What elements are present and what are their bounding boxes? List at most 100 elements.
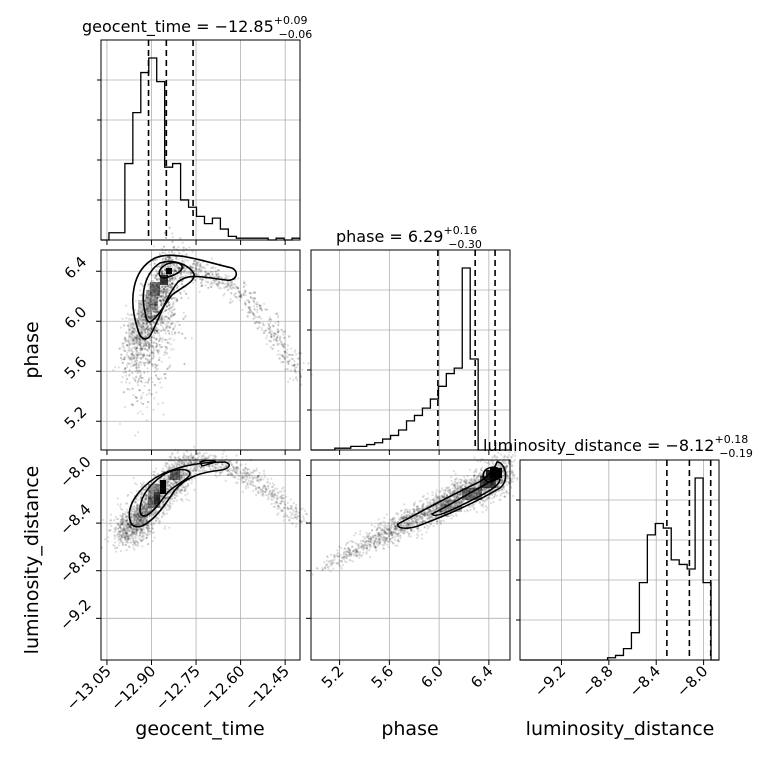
panel-phase-vs-geocent-time-point <box>154 286 157 290</box>
panel-luminosity-distance-vs-geocent-time-point <box>198 465 202 468</box>
panel-phase-vs-geocent-time-point <box>169 277 172 280</box>
panel-phase-vs-geocent-time-point <box>139 337 142 340</box>
panel-phase-vs-geocent-time-point <box>154 338 157 341</box>
panel-luminosity-distance-vs-geocent-time-point <box>280 490 283 493</box>
panel-phase-vs-geocent-time-point <box>148 389 151 392</box>
panel-phase-vs-geocent-time-point <box>173 252 176 255</box>
panel-phase-vs-geocent-time-point <box>151 380 154 384</box>
panel-phase-vs-geocent-time-point <box>188 264 192 267</box>
panel-phase-vs-geocent-time-point <box>145 277 148 280</box>
panel-phase-vs-geocent-time-point <box>191 276 194 279</box>
panel-phase-vs-geocent-time-point <box>148 272 151 275</box>
panel-phase-vs-geocent-time-point <box>157 402 160 406</box>
panel-phase-vs-geocent-time-point <box>137 309 140 312</box>
panel-phase-vs-geocent-time-point <box>276 336 279 339</box>
panel-luminosity-distance-vs-geocent-time-point <box>109 519 112 522</box>
panel-phase-vs-geocent-time-point <box>157 331 160 335</box>
panel-phase-vs-geocent-time-point <box>162 290 165 293</box>
panel-phase-vs-geocent-time-point <box>137 330 140 333</box>
panel-phase-vs-geocent-time-point <box>252 300 256 303</box>
panel-luminosity-distance-vs-geocent-time-point <box>215 469 219 472</box>
panel-phase-vs-geocent-time-point <box>146 327 149 330</box>
panel-luminosity-distance-vs-geocent-time-point <box>246 477 249 480</box>
panel-phase-vs-geocent-time-point <box>152 352 155 355</box>
panel-luminosity-distance-vs-geocent-time-point <box>140 493 143 496</box>
panel-phase-vs-geocent-time-point <box>154 296 157 299</box>
panel-phase-vs-geocent-time-point <box>160 265 164 268</box>
panel-phase-vs-geocent-time-point <box>146 370 149 373</box>
panel-phase-vs-geocent-time-point <box>166 288 169 291</box>
panel-phase-vs-geocent-time-point <box>243 289 246 292</box>
panel-phase-vs-geocent-time-point <box>157 328 161 332</box>
panel-phase-vs-geocent-time-point <box>198 290 201 293</box>
panel-luminosity-distance-vs-geocent-time-point <box>180 460 183 463</box>
panel-phase-vs-geocent-time-point <box>137 366 140 369</box>
panel-luminosity-distance-vs-geocent-time-point <box>284 512 287 515</box>
panel-phase-vs-geocent-time-point <box>213 275 216 278</box>
panel-phase-vs-geocent-time-point <box>185 292 188 295</box>
panel-luminosity-distance-vs-geocent-time-point <box>139 513 142 516</box>
panel-phase-vs-geocent-time-point <box>158 316 161 319</box>
panel-phase-vs-geocent-time-point <box>172 328 175 331</box>
panel-phase-vs-geocent-time-point <box>150 291 153 295</box>
panel-luminosity-distance-vs-geocent-time-point <box>218 474 221 477</box>
panel-phase-vs-geocent-time-point <box>153 296 156 299</box>
panel-phase-vs-geocent-time-point <box>171 282 174 285</box>
panel-phase-vs-geocent-time-point <box>157 293 160 296</box>
panel-phase-vs-geocent-time-point <box>165 279 168 282</box>
panel-phase-vs-geocent-time-point <box>130 322 133 325</box>
panel-phase-vs-geocent-time-point <box>158 316 161 319</box>
panel-phase-vs-geocent-time-point <box>144 342 147 345</box>
panel-phase-vs-geocent-time-point <box>138 335 141 338</box>
panel-phase-vs-geocent-time-point <box>162 299 165 302</box>
panel-phase-vs-geocent-time-point <box>189 274 192 277</box>
panel-phase-vs-geocent-time-point <box>138 361 141 364</box>
panel-luminosity-distance-vs-geocent-time-point <box>154 480 158 483</box>
panel-phase-vs-geocent-time-point <box>167 267 170 270</box>
panel-phase-vs-geocent-time-point <box>201 279 204 282</box>
panel-luminosity-distance-vs-geocent-time-point <box>287 516 290 519</box>
panel-luminosity-distance-vs-geocent-time-point <box>295 523 298 526</box>
panel-phase-vs-geocent-time-point <box>175 284 178 287</box>
panel-phase-vs-geocent-time-point <box>196 261 199 265</box>
panel-luminosity-distance-vs-geocent-time-point <box>140 490 143 493</box>
panel-phase-vs-geocent-time-point <box>177 268 180 271</box>
panel-phase-vs-geocent-time-point <box>132 357 135 360</box>
panel-luminosity-distance-vs-geocent-time-point <box>142 537 145 540</box>
panel-phase-vs-geocent-time-point <box>283 336 286 339</box>
panel-luminosity-distance-vs-geocent-time-point <box>126 535 130 538</box>
panel-phase-vs-geocent-time-point <box>217 281 220 284</box>
panel-phase-vs-geocent-time-point <box>268 324 271 327</box>
panel-phase-vs-geocent-time-point <box>280 343 283 346</box>
panel-phase-vs-geocent-time-point <box>156 314 159 317</box>
panel-luminosity-distance-vs-geocent-time-point <box>270 477 273 480</box>
panel-luminosity-distance-vs-geocent-time-point <box>145 485 148 488</box>
panel-phase-vs-geocent-time-point <box>144 327 148 330</box>
panel-phase-vs-geocent-time-point <box>139 325 142 328</box>
panel-phase-vs-geocent-time-point <box>155 338 158 341</box>
panel-phase-vs-geocent-time-point <box>233 278 236 281</box>
panel-phase-vs-geocent-time-point <box>280 342 283 345</box>
panel-phase-vs-geocent-time-point <box>127 356 130 359</box>
panel-phase-vs-geocent-time-point <box>149 293 152 296</box>
panel-phase-vs-geocent-time-point <box>144 328 147 331</box>
panel-luminosity-distance-vs-geocent-time-point <box>196 473 199 476</box>
panel-phase-vs-geocent-time-point <box>178 277 181 280</box>
panel-phase-vs-geocent-time-point <box>132 357 135 361</box>
panel-luminosity-distance-vs-geocent-time-point <box>114 550 117 553</box>
panel-phase-vs-geocent-time-point <box>172 327 175 330</box>
panel-phase-vs-geocent-time-point <box>156 322 159 325</box>
panel-phase-vs-geocent-time-point <box>170 259 173 262</box>
panel-phase-vs-geocent-time-point <box>243 291 246 294</box>
panel-phase-vs-geocent-time-point <box>170 322 173 325</box>
panel-phase-vs-geocent-time-point <box>142 338 145 341</box>
panel-phase-vs-geocent-time-point <box>153 310 156 313</box>
panel-phase-vs-geocent-time-point <box>153 370 156 373</box>
panel-phase-vs-geocent-time-point <box>295 353 298 356</box>
panel-luminosity-distance-vs-geocent-time-point <box>119 521 123 524</box>
panel-phase-vs-geocent-time-point <box>183 276 186 279</box>
panel-luminosity-distance-vs-geocent-time-point <box>265 488 268 491</box>
panel-phase-vs-geocent-time-point <box>143 384 146 388</box>
panel-phase-vs-geocent-time-point <box>278 339 281 342</box>
panel-phase-vs-geocent-time-point <box>156 318 159 321</box>
